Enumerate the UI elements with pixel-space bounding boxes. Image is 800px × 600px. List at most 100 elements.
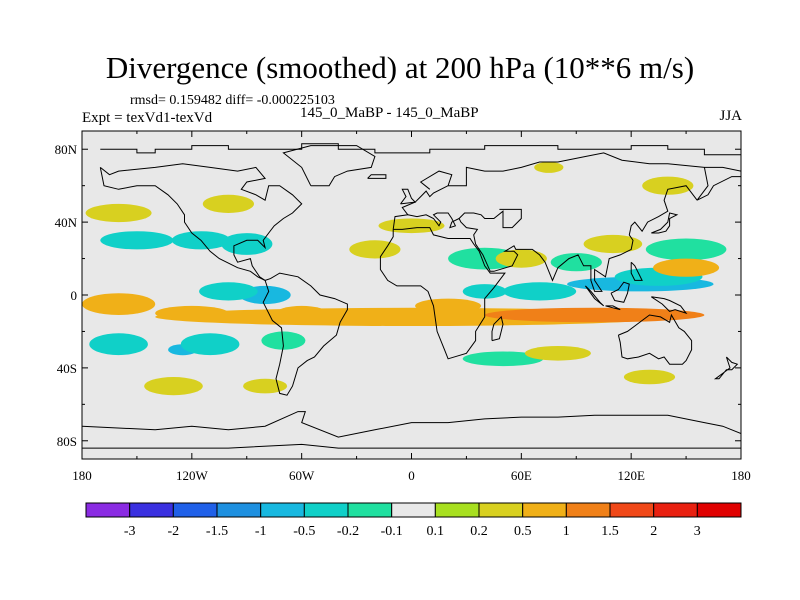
y-tick-label-2: 0 xyxy=(71,288,78,303)
coastline-13 xyxy=(605,305,621,311)
x-tick-label-1: 120W xyxy=(176,468,209,483)
coastline-7 xyxy=(448,152,741,187)
x-tick-label-4: 60E xyxy=(511,468,532,483)
contour-region-22 xyxy=(415,298,482,314)
colorbar-label-10: 1 xyxy=(563,524,570,539)
coastline-11 xyxy=(617,313,693,365)
rmsd-stats: rmsd= 0.159482 diff= -0.000225103 xyxy=(130,93,335,108)
colorbar-swatch-9 xyxy=(478,502,524,518)
coastline-17 xyxy=(651,212,679,234)
contour-region-6 xyxy=(100,231,174,250)
coastline-10 xyxy=(407,212,460,229)
contour-region-2 xyxy=(502,282,577,301)
contour-region-18 xyxy=(484,307,705,323)
colorbar-label-5: -0.2 xyxy=(337,524,359,539)
contour-region-26 xyxy=(349,240,401,259)
colorbar-swatch-4 xyxy=(260,502,305,518)
coastline-16 xyxy=(630,261,643,281)
coastline-1 xyxy=(99,163,303,281)
contour-region-27 xyxy=(85,203,152,223)
contour-region-28 xyxy=(202,194,254,213)
colorbar-label-12: 2 xyxy=(650,524,657,539)
colorbar-swatch-12 xyxy=(609,502,655,518)
contour-fields xyxy=(82,161,727,396)
colorbar-label-13: 3 xyxy=(694,524,701,539)
contour-region-13 xyxy=(462,351,544,367)
colorbar-label-6: -0.1 xyxy=(381,524,403,539)
contour-region-20 xyxy=(155,305,229,321)
coastline-19 xyxy=(491,315,504,342)
plot-background xyxy=(82,131,741,459)
contour-region-16 xyxy=(645,238,727,261)
colorbar-swatch-13 xyxy=(653,502,698,518)
colorbar-label-9: 0.5 xyxy=(514,524,532,539)
contour-region-12 xyxy=(261,331,306,350)
contour-region-15 xyxy=(550,253,602,272)
colorbar-label-3: -1 xyxy=(255,524,267,539)
contour-region-33 xyxy=(524,346,591,361)
coastline-2 xyxy=(99,167,266,281)
colorbar-swatch-7 xyxy=(391,502,436,518)
x-tick-label-3: 0 xyxy=(408,468,415,483)
y-tick-label-4: 80S xyxy=(57,434,77,449)
y-tick-label-1: 40N xyxy=(55,215,78,230)
coastline-22 xyxy=(82,411,741,438)
coastline-15 xyxy=(651,296,688,315)
x-tick-label-2: 60W xyxy=(289,468,315,483)
coastline-5 xyxy=(379,227,506,360)
colorbar-label-1: -2 xyxy=(167,524,179,539)
colorbar-swatch-8 xyxy=(434,502,480,518)
coastline-12 xyxy=(584,285,605,307)
colorbar: -3 -2 -1.5 -1 -0.5 -0.2 -0.1 0.1 0.2 0.5 1 1.5 2 3 xyxy=(85,502,742,539)
coastline-8 xyxy=(696,167,741,201)
coastline-14 xyxy=(610,281,630,303)
x-tick-label-0: 180 xyxy=(72,468,92,483)
contour-region-8 xyxy=(221,233,273,255)
colorbar-swatch-5 xyxy=(303,502,349,518)
season-label: JJA xyxy=(719,108,742,124)
colorbar-label-2: -1.5 xyxy=(206,524,228,539)
chart-title: Divergence (smoothed) at 200 hPa (10**6 … xyxy=(105,50,695,85)
contour-region-5 xyxy=(199,282,258,301)
coastline-18 xyxy=(713,356,739,380)
colorbar-swatch-14 xyxy=(696,502,742,518)
y-tick-label-3: 40S xyxy=(57,361,77,376)
contour-region-11 xyxy=(180,333,240,356)
colorbar-swatch-11 xyxy=(565,502,611,518)
colorbar-label-11: 1.5 xyxy=(601,524,619,539)
coastline-21 xyxy=(367,174,387,179)
coastline-6 xyxy=(392,170,453,230)
coastlines xyxy=(82,143,741,449)
colorbar-swatch-3 xyxy=(216,502,262,518)
contour-region-34 xyxy=(623,369,676,385)
colorbar-swatch-1 xyxy=(129,502,174,518)
contour-region-23 xyxy=(653,258,720,277)
colorbar-swatch-0 xyxy=(85,502,131,518)
coastline-20 xyxy=(400,188,417,205)
coastline-4 xyxy=(282,145,376,187)
colorbar-label-0: -3 xyxy=(124,524,136,539)
colorbar-swatch-2 xyxy=(172,502,218,518)
contour-region-21 xyxy=(276,305,328,321)
coastline-3 xyxy=(262,272,348,396)
x-tick-label-6: 180 xyxy=(731,468,751,483)
coastline-23 xyxy=(82,443,741,449)
colorbar-swatch-6 xyxy=(347,502,393,518)
case-label: 145_0_MaBP - 145_0_MaBP xyxy=(300,105,479,121)
contour-region-29 xyxy=(534,161,564,173)
colorbar-label-7: 0.1 xyxy=(427,524,445,539)
colorbar-label-8: 0.2 xyxy=(470,524,488,539)
contour-region-9 xyxy=(89,333,148,356)
coastline-9 xyxy=(458,185,698,292)
contour-region-3 xyxy=(462,284,507,299)
contour-region-30 xyxy=(642,176,694,195)
experiment-label: Expt = texVd1-texVd xyxy=(82,110,213,126)
contour-region-24 xyxy=(583,234,643,254)
y-tick-label-0: 80N xyxy=(55,142,78,157)
contour-region-19 xyxy=(82,293,156,315)
colorbar-swatch-10 xyxy=(522,502,567,518)
colorbar-label-4: -0.5 xyxy=(293,524,315,539)
contour-region-32 xyxy=(243,378,288,394)
coastline-0 xyxy=(100,143,741,156)
